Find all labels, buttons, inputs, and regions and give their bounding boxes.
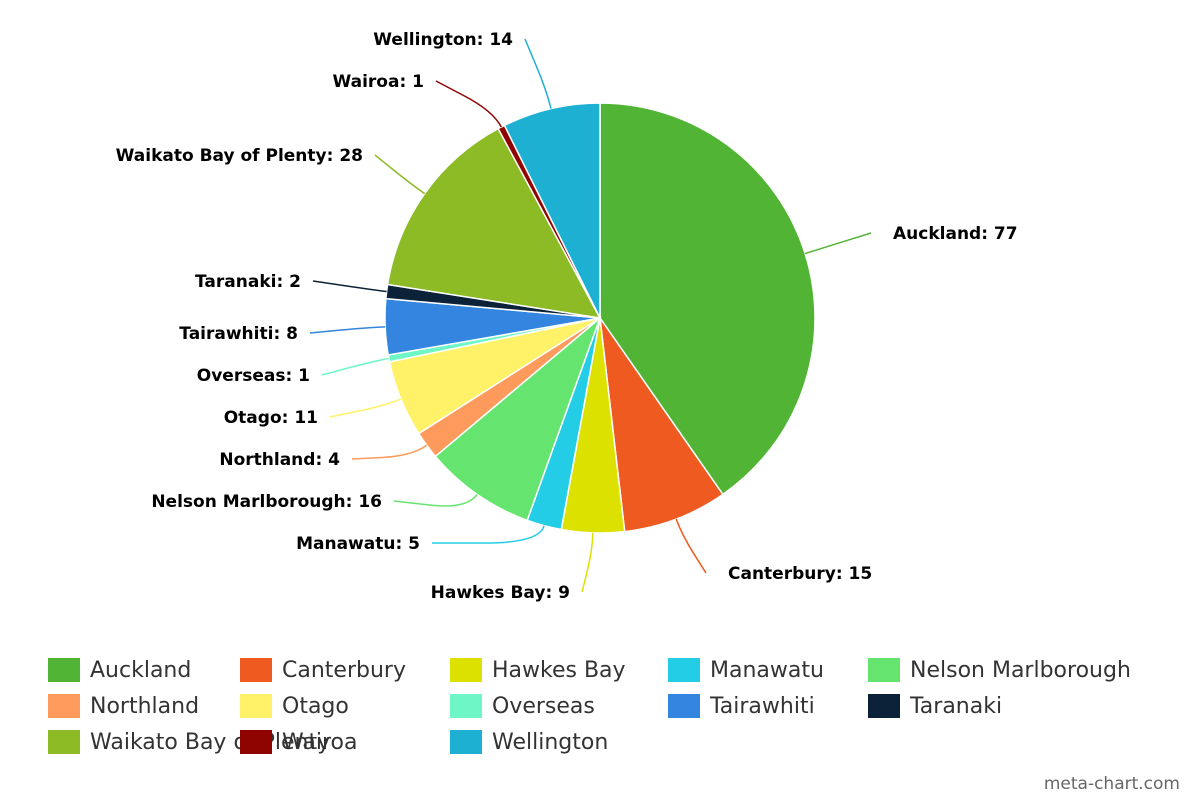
leader-line-wellington [524,38,552,109]
legend-swatch [48,694,80,718]
leader-line-wairoa [435,80,502,128]
legend-label: Auckland [90,657,192,683]
legend-item-hawkes-bay[interactable]: Hawkes Bay [450,658,668,683]
legend-row: Auckland Canterbury Hawkes Bay Manawatu Nels… [48,652,1178,688]
legend-row: Waikato Bay of Plenty Wairoa Wellington [48,724,1178,760]
legend-label: Canterbury [282,657,406,683]
legend-row: Northland Otago Overseas Tairawhiti Taranaki [48,688,1178,724]
legend-swatch [450,730,482,754]
data-label-waikato-bay-of-plenty: Waikato Bay of Plenty: 28 [116,146,363,166]
data-label-nelson-marlborough: Nelson Marlborough: 16 [151,492,382,512]
pie-slice-wellington[interactable] [503,102,601,319]
data-label-hawkes-bay: Hawkes Bay: 9 [431,583,570,603]
pie-slice-waikato-bay-of-plenty[interactable] [386,127,602,319]
leader-line-overseas [321,357,389,376]
data-label-auckland: Auckland: 77 [893,224,1018,244]
legend-swatch [868,658,900,682]
chart-legend: Auckland Canterbury Hawkes Bay Manawatu Nels… [48,652,1178,760]
legend-item-northland[interactable]: Northland [48,694,240,719]
legend-swatch [48,658,80,682]
legend-item-otago[interactable]: Otago [240,694,450,719]
data-label-overseas: Overseas: 1 [197,366,310,386]
legend-label: Nelson Marlborough [910,657,1131,683]
legend-item-wairoa[interactable]: Wairoa [240,730,450,755]
credit-text: meta-chart.com [1043,774,1180,794]
pie-chart: Auckland: 77 Canterbury: 15 Hawkes Bay: 9 M… [116,30,1018,603]
legend-item-waikato-bay-of-plenty[interactable]: Waikato Bay of Plenty [48,730,330,755]
legend-label: Wairoa [282,729,358,755]
legend-label: Hawkes Bay [492,657,626,683]
legend-item-overseas[interactable]: Overseas [450,694,668,719]
legend-label: Northland [90,693,200,719]
leader-line-tairawhiti [309,326,386,334]
legend-item-wellington[interactable]: Wellington [450,730,668,755]
legend-swatch [868,694,900,718]
legend-item-tairawhiti[interactable]: Tairawhiti [668,694,868,719]
leader-line-nelson-marlborough [393,493,478,507]
data-label-wellington: Wellington: 14 [373,30,513,50]
data-label-canterbury: Canterbury: 15 [728,564,872,584]
leader-line-hawkes-bay [581,532,594,593]
legend-label: Overseas [492,693,595,719]
data-label-taranaki: Taranaki: 2 [195,272,301,292]
data-label-tairawhiti: Tairawhiti: 8 [179,324,298,344]
data-label-wairoa: Wairoa: 1 [332,72,424,92]
legend-swatch [450,658,482,682]
data-label-otago: Otago: 11 [224,408,318,428]
pie-data-labels: Auckland: 77 Canterbury: 15 Hawkes Bay: 9 M… [116,30,1018,603]
pie-slice-auckland[interactable] [599,102,816,496]
leader-line-northland [351,444,428,460]
legend-swatch [668,658,700,682]
legend-label: Manawatu [710,657,824,683]
leader-line-canterbury [675,518,707,574]
pie-slice-canterbury[interactable] [599,317,724,533]
leader-line-otago [329,398,402,418]
legend-label: Waikato Bay of Plenty [90,729,331,755]
legend-item-nelson-marlborough[interactable]: Nelson Marlborough [868,658,1131,683]
legend-label: Otago [282,693,349,719]
legend-label: Tairawhiti [710,693,815,719]
leader-line-manawatu [431,525,545,544]
data-label-northland: Northland: 4 [219,450,340,470]
legend-item-taranaki[interactable]: Taranaki [868,694,1002,719]
pie-leader-lines [309,38,872,593]
legend-item-auckland[interactable]: Auckland [48,658,240,683]
leader-line-taranaki [312,280,387,293]
pie-slice-nelson-marlborough[interactable] [434,315,602,522]
legend-swatch [450,694,482,718]
legend-label: Taranaki [910,693,1003,719]
legend-item-manawatu[interactable]: Manawatu [668,658,868,683]
leader-line-auckland [804,232,872,255]
data-label-manawatu: Manawatu: 5 [296,534,420,554]
legend-swatch [240,730,272,754]
leader-line-waikato-bay-of-plenty [374,154,426,195]
pie-slices [384,102,816,534]
legend-item-canterbury[interactable]: Canterbury [240,658,450,683]
legend-swatch [240,694,272,718]
legend-swatch [668,694,700,718]
legend-label: Wellington [492,729,609,755]
legend-swatch [48,730,80,754]
legend-swatch [240,658,272,682]
